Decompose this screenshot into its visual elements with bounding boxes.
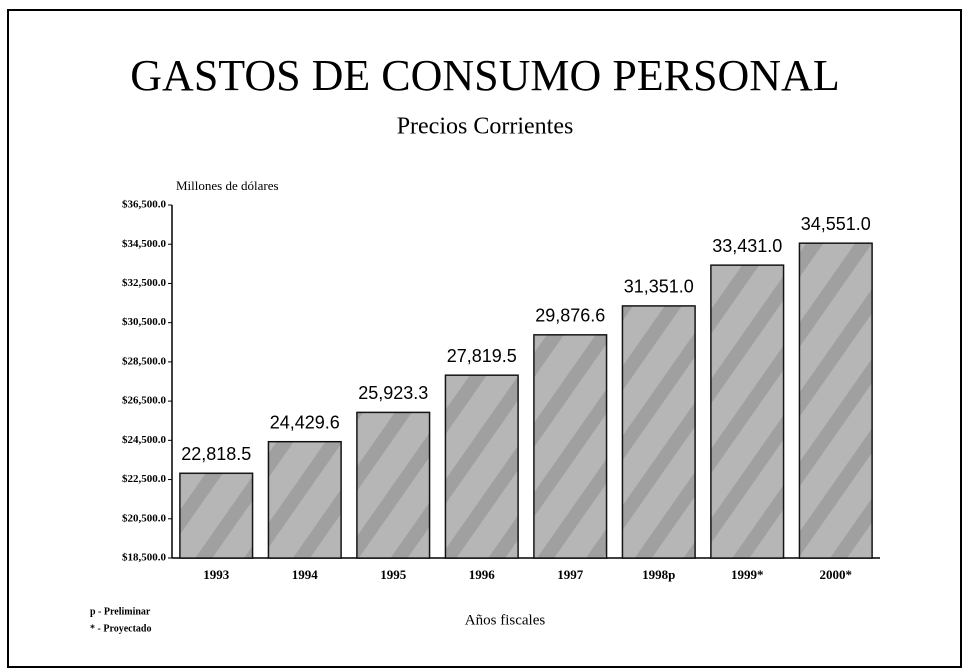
y-tick-label: $34,500.0 (122, 238, 167, 250)
value-label: 34,551.0 (801, 214, 871, 234)
frame (7, 9, 962, 668)
y-tick-label: $36,500.0 (122, 199, 167, 211)
y-tick-label: $20,500.0 (122, 512, 167, 524)
value-label: 22,818.5 (181, 444, 251, 464)
y-tick-label: $32,500.0 (122, 277, 167, 289)
x-axis-title: Años fiscales (465, 612, 546, 628)
x-tick-label: 2000* (820, 567, 853, 582)
x-tick-label: 1993 (203, 567, 230, 582)
value-label: 24,429.6 (270, 412, 340, 432)
value-label: 29,876.6 (535, 306, 605, 326)
value-label: 25,923.3 (358, 383, 428, 403)
value-label: 27,819.5 (447, 346, 517, 366)
bar-texture (356, 412, 430, 558)
y-tick-label: $22,500.0 (122, 473, 167, 485)
bar-texture (268, 441, 342, 558)
footnote: p - Preliminar (90, 606, 151, 617)
x-tick-label: 1998p (642, 567, 675, 582)
bar-texture (533, 334, 607, 558)
y-tick-label: $30,500.0 (122, 316, 167, 328)
x-tick-label: 1995 (380, 567, 407, 582)
bar-texture (179, 473, 253, 558)
y-tick-label: $24,500.0 (122, 434, 167, 446)
x-tick-label: 1997 (557, 567, 584, 582)
chart-title: GASTOS DE CONSUMO PERSONAL (130, 51, 839, 100)
chart-subtitle: Precios Corrientes (397, 114, 574, 140)
y-tick-label: $28,500.0 (122, 355, 167, 367)
bar-texture (622, 305, 696, 558)
footnote: * - Proyectado (90, 623, 151, 634)
bar-texture (799, 243, 873, 559)
y-tick-label: $26,500.0 (122, 395, 167, 407)
value-label: 33,431.0 (712, 236, 782, 256)
x-tick-label: 1999* (731, 567, 764, 582)
value-label: 31,351.0 (624, 277, 694, 297)
x-tick-label: 1994 (292, 567, 319, 582)
y-tick-label: $18,500.0 (122, 552, 167, 564)
bar-texture (445, 375, 519, 558)
x-tick-label: 1996 (469, 567, 496, 582)
y-axis-title: Millones de dólares (176, 178, 279, 193)
bar-texture (710, 265, 784, 558)
